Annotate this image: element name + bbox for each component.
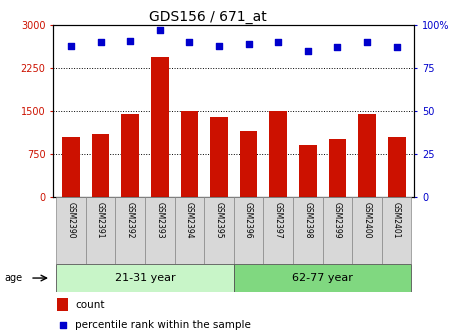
Point <box>334 45 341 50</box>
Text: GSM2401: GSM2401 <box>392 202 401 239</box>
Text: GSM2390: GSM2390 <box>67 202 75 239</box>
Point <box>215 43 223 48</box>
Text: GSM2396: GSM2396 <box>244 202 253 239</box>
Bar <box>388 137 406 197</box>
Bar <box>352 197 382 264</box>
Bar <box>56 197 86 264</box>
Text: 21-31 year: 21-31 year <box>115 273 175 283</box>
Bar <box>56 264 234 292</box>
Text: GSM2394: GSM2394 <box>185 202 194 239</box>
Bar <box>86 197 115 264</box>
Bar <box>175 197 204 264</box>
Point <box>304 48 312 54</box>
Text: GSM2400: GSM2400 <box>363 202 371 239</box>
Bar <box>115 197 145 264</box>
Text: GDS156 / 671_at: GDS156 / 671_at <box>150 10 267 24</box>
Text: GSM2395: GSM2395 <box>214 202 224 239</box>
Point <box>97 40 104 45</box>
Point <box>275 40 282 45</box>
Bar <box>181 111 198 197</box>
Bar <box>240 131 257 197</box>
Bar <box>323 197 352 264</box>
Point <box>393 45 400 50</box>
Bar <box>234 264 412 292</box>
Text: age: age <box>5 273 23 283</box>
Bar <box>204 197 234 264</box>
Bar <box>299 145 317 197</box>
Bar <box>62 137 80 197</box>
Bar <box>145 197 175 264</box>
Bar <box>121 114 139 197</box>
Text: 62-77 year: 62-77 year <box>292 273 353 283</box>
Bar <box>293 197 323 264</box>
Text: percentile rank within the sample: percentile rank within the sample <box>75 320 251 330</box>
Point <box>156 28 163 33</box>
Bar <box>151 56 169 197</box>
Bar <box>234 197 263 264</box>
Point <box>363 40 371 45</box>
Point <box>126 38 134 43</box>
Text: GSM2393: GSM2393 <box>155 202 164 239</box>
Point <box>186 40 193 45</box>
Bar <box>57 298 68 311</box>
Bar <box>263 197 293 264</box>
Text: GSM2399: GSM2399 <box>333 202 342 239</box>
Text: GSM2397: GSM2397 <box>274 202 283 239</box>
Bar <box>329 139 346 197</box>
Bar <box>269 111 287 197</box>
Point <box>59 323 66 328</box>
Bar <box>382 197 412 264</box>
Bar <box>210 117 228 197</box>
Text: GSM2398: GSM2398 <box>303 202 313 239</box>
Bar <box>358 114 376 197</box>
Text: count: count <box>75 300 105 309</box>
Point <box>245 41 252 47</box>
Bar <box>92 134 109 197</box>
Text: GSM2392: GSM2392 <box>126 202 135 239</box>
Text: GSM2391: GSM2391 <box>96 202 105 239</box>
Point <box>67 43 75 48</box>
